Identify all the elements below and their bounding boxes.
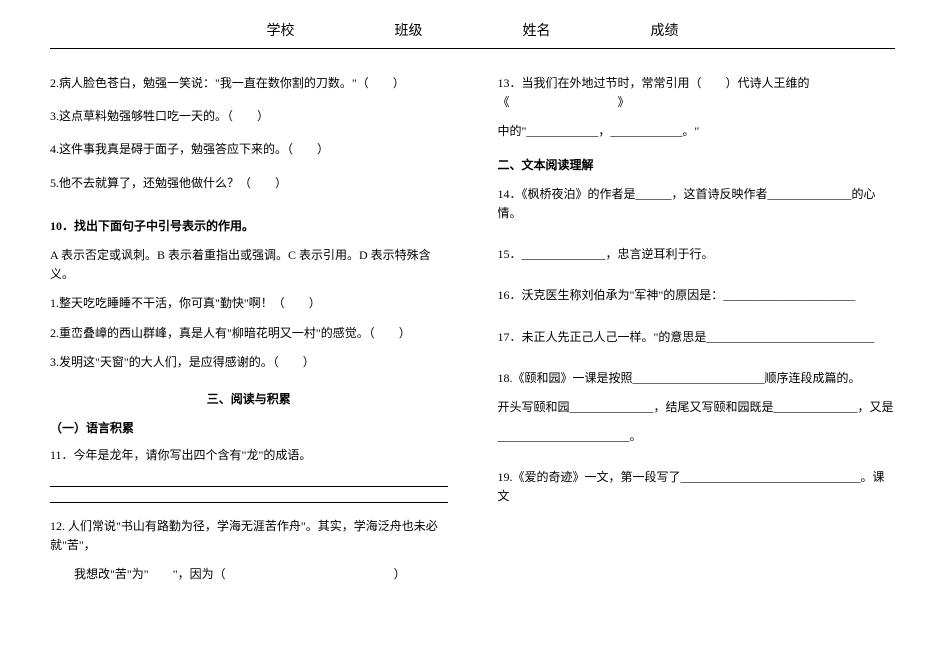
question-18-c: ______________________。	[498, 427, 896, 446]
header-class: 班级	[395, 20, 423, 40]
question-18-a: 18.《颐和园》一课是按照______________________顺序连段成…	[498, 369, 896, 388]
question-13-b: 中的"____________，____________。"	[498, 122, 896, 141]
question-17: 17．未正人先正己人己一样。"的意思是_____________________…	[498, 328, 896, 347]
question-5: 5.他不去就算了，还勉强他做什么？（ ）	[50, 174, 448, 193]
header-name: 姓名	[523, 20, 551, 40]
question-14: 14．《枫桥夜泊》的作者是______，这首诗反映作者_____________…	[498, 185, 896, 223]
question-10-title: 10．找出下面句子中引号表示的作用。	[50, 217, 448, 236]
header-score: 成绩	[651, 20, 679, 40]
question-10-options: A 表示否定或讽刺。B 表示着重指出或强调。C 表示引用。D 表示特殊含义。	[50, 246, 448, 284]
blank-line-1	[50, 475, 448, 487]
question-12-a: 12. 人们常说"书山有路勤为径，学海无涯苦作舟"。其实，学海泛舟也未必就"苦"…	[50, 517, 448, 555]
question-11: 11．今年是龙年，请你写出四个含有"龙"的成语。	[50, 446, 448, 465]
question-10-2: 2.重峦叠嶂的西山群峰，真是人有"柳暗花明又一村"的感觉。（ ）	[50, 324, 448, 343]
question-3: 3.这点草料勉强够牲口吃一天的。（ ）	[50, 107, 448, 126]
question-10-3: 3.发明这"天窗"的大人们，是应得感谢的。（ ）	[50, 353, 448, 372]
section-3-title: 三、阅读与积累	[50, 390, 448, 407]
question-13: 13．当我们在外地过节时，常常引用（ ）代诗人王维的《 》	[498, 74, 896, 112]
question-4: 4.这件事我真是碍于面子，勉强答应下来的。（ ）	[50, 140, 448, 159]
question-19: 19.《爱的奇迹》一文，第一段写了_______________________…	[498, 468, 896, 506]
header-school: 学校	[267, 20, 295, 40]
question-16: 16．沃克医生称刘伯承为"军神"的原因是：___________________…	[498, 286, 896, 305]
right-column: 13．当我们在外地过节时，常常引用（ ）代诗人王维的《 》 中的"_______…	[498, 74, 896, 595]
question-12-b: 我想改"苦"为" "，因为（ ）	[50, 565, 448, 584]
question-2: 2.病人脸色苍白，勉强一笑说："我一直在数你割的刀数。"（ ）	[50, 74, 448, 93]
question-18-b: 开头写颐和园______________，结尾又写颐和园既是__________…	[498, 398, 896, 417]
left-column: 2.病人脸色苍白，勉强一笑说："我一直在数你割的刀数。"（ ） 3.这点草料勉强…	[50, 74, 448, 595]
question-10-1: 1.整天吃吃睡睡不干活，你可真"勤快"啊！（ ）	[50, 294, 448, 313]
blank-line-2	[50, 491, 448, 503]
section-2-title: 二、文本阅读理解	[498, 156, 896, 175]
section-3-sub: （一）语言积累	[50, 419, 448, 436]
question-15: 15．______________，忠言逆耳利于行。	[498, 245, 896, 264]
